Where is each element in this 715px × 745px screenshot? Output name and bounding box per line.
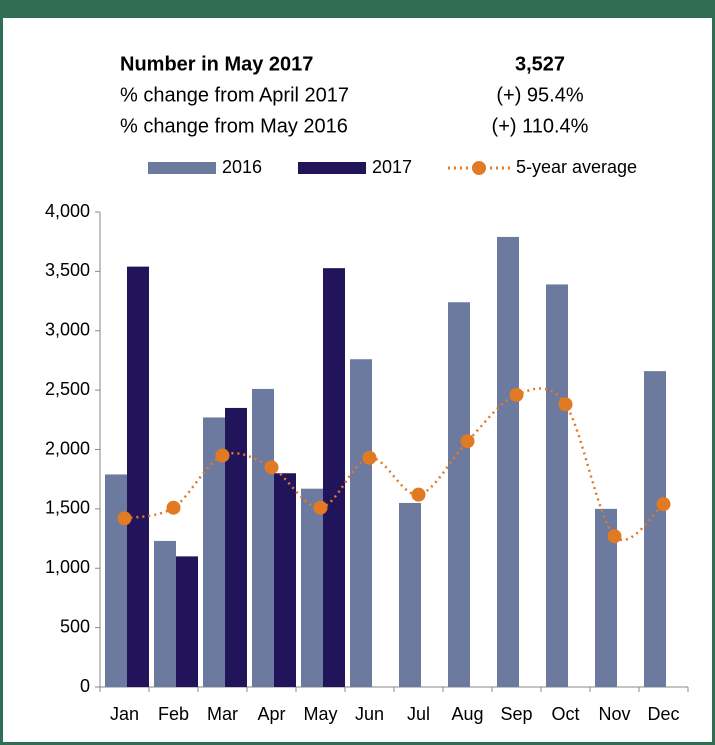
marker [460,434,475,449]
annotation-label: % change from April 2017 [120,84,349,106]
x-tick-label: Apr [257,704,285,724]
bar [154,540,176,687]
x-tick-label: Nov [598,704,630,724]
marker [656,497,671,512]
bar [203,417,225,687]
y-tick-label: 3,500 [45,260,90,280]
legend-swatch [148,162,216,174]
annotation-label: % change from May 2016 [120,115,348,137]
y-tick-label: 0 [80,676,90,696]
bar [274,473,296,687]
bar [105,474,127,687]
x-tick-label: Sep [500,704,532,724]
bar [176,556,198,687]
y-tick-label: 4,000 [45,201,90,221]
marker [264,460,279,475]
y-tick-label: 2,500 [45,379,90,399]
marker [411,487,426,502]
x-tick-label: Dec [647,704,679,724]
x-tick-label: Jun [355,704,384,724]
x-tick-label: Oct [551,704,579,724]
bar [644,371,666,687]
bar [350,359,372,687]
bar [323,268,345,687]
marker [313,500,328,515]
marker [117,511,132,526]
annotation-value: (+) 95.4% [496,84,583,106]
marker [215,448,230,463]
marker [166,500,181,515]
x-tick-label: Feb [158,704,189,724]
y-tick-label: 2,000 [45,438,90,458]
bar [497,236,519,687]
x-tick-label: Jan [110,704,139,724]
marker [362,450,377,465]
bar [595,508,617,687]
bar [127,266,149,687]
annotation-value: 3,527 [515,53,565,75]
bar [301,488,323,687]
legend-label: 5-year average [516,157,637,177]
line [124,387,665,541]
x-tick-label: May [303,704,337,724]
bar [252,388,274,687]
bar [546,284,568,687]
legend-label: 2016 [222,157,262,177]
legend-label: 2017 [372,157,412,177]
y-tick-label: 500 [60,616,90,636]
legend-marker [472,161,486,175]
header-band [0,0,715,18]
marker [607,529,622,544]
bar [225,407,247,687]
annotation-value: (+) 110.4% [492,115,589,137]
bar [399,502,421,687]
bar [448,302,470,687]
marker [558,397,573,412]
y-tick-label: 3,000 [45,320,90,340]
annotation-label: Number in May 2017 [120,53,313,75]
x-tick-label: Jul [407,704,430,724]
x-tick-label: Mar [207,704,238,724]
y-tick-label: 1,000 [45,557,90,577]
marker [509,387,524,402]
legend-swatch [298,162,366,174]
y-tick-label: 1,500 [45,498,90,518]
x-tick-label: Aug [451,704,483,724]
